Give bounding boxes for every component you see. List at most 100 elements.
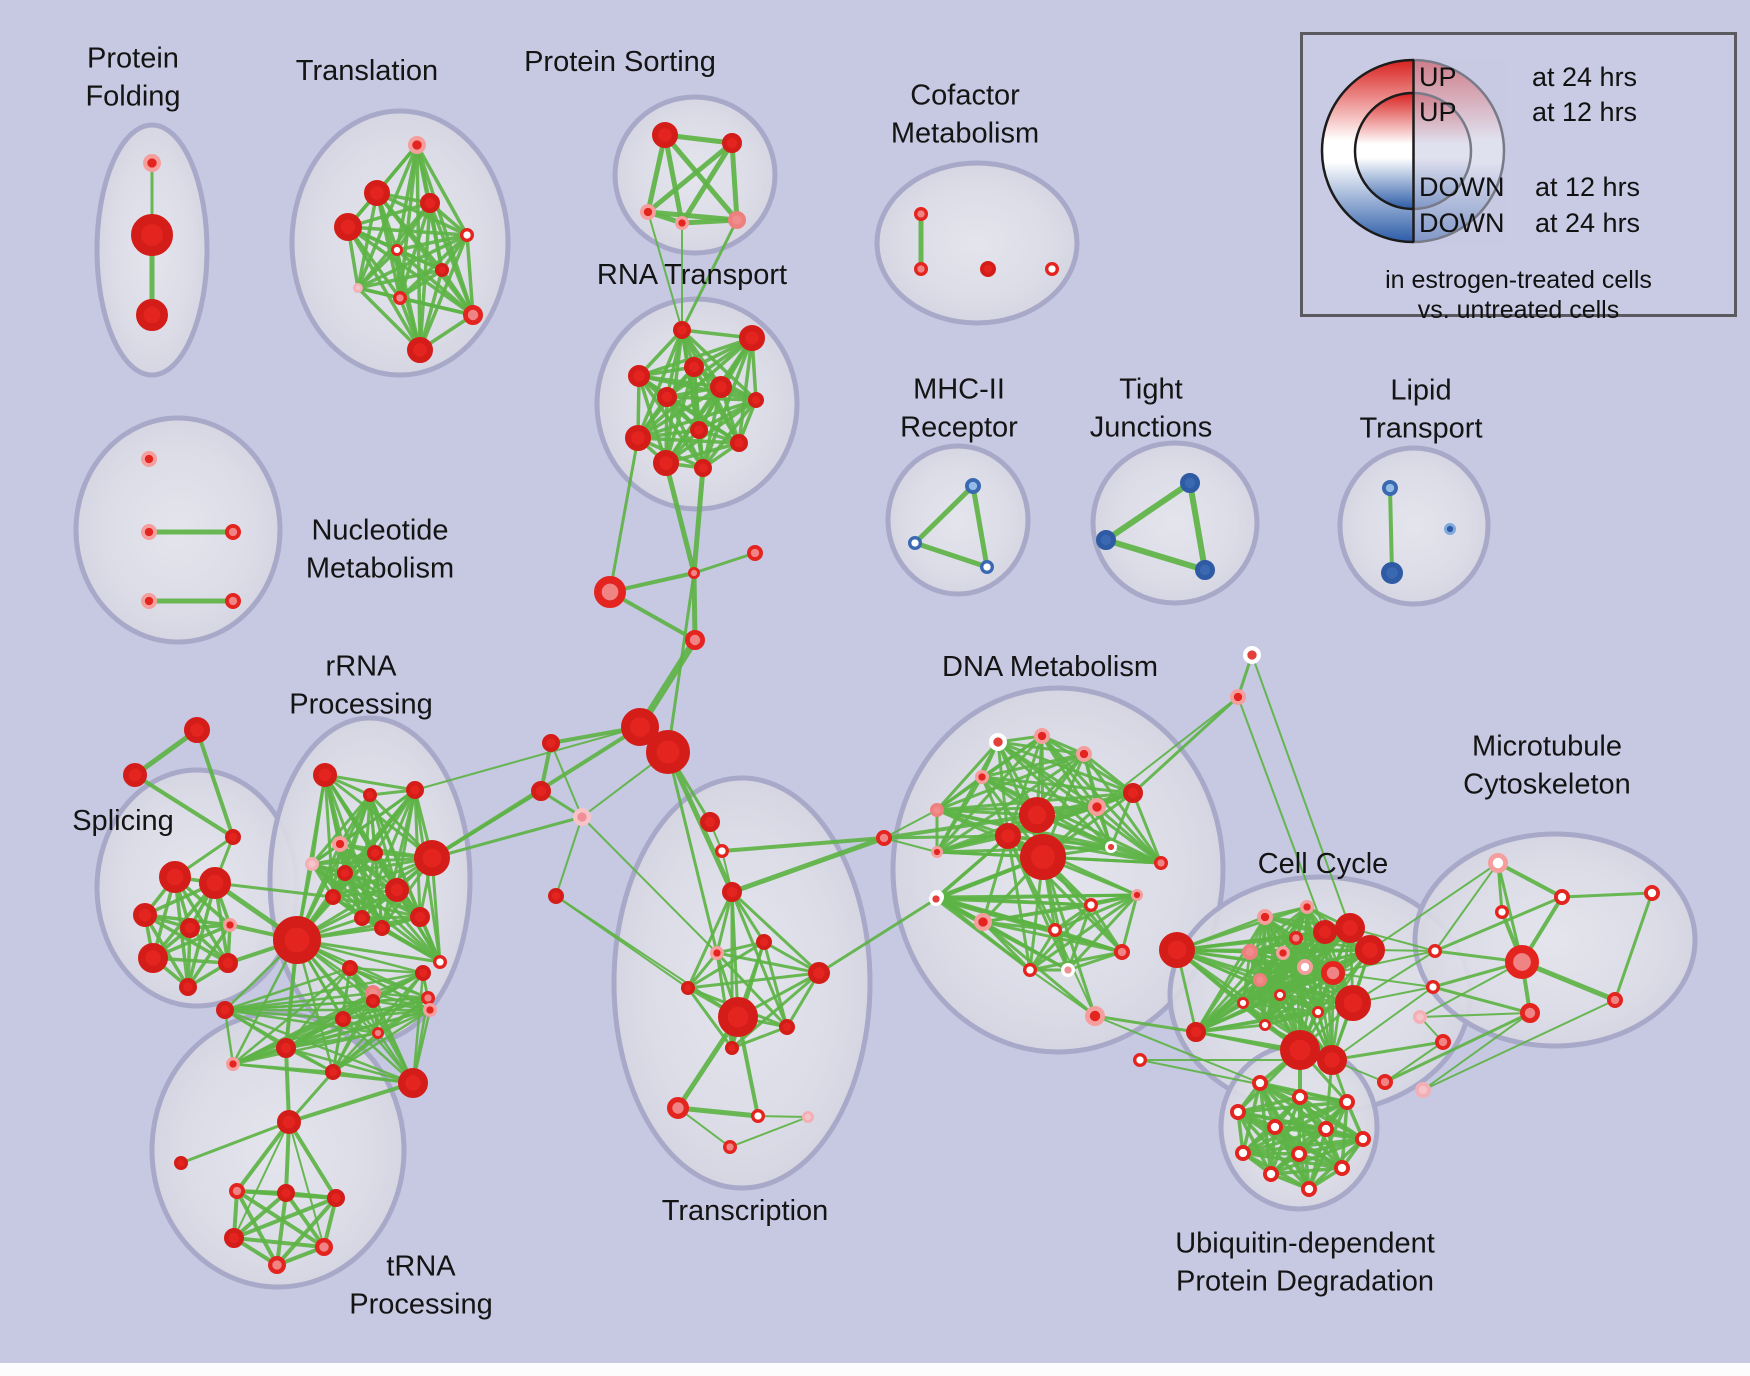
gene-node-x9 bbox=[750, 1109, 765, 1124]
edge-t6-t10 bbox=[395, 248, 475, 317]
gene-node-d8 bbox=[1019, 797, 1056, 834]
edge-x11-x10 bbox=[729, 1116, 809, 1148]
edge-w1-w5 bbox=[287, 1120, 338, 1200]
gene-node-r19 bbox=[420, 990, 435, 1005]
gene-node-t11 bbox=[406, 336, 433, 363]
edge-w1-w7 bbox=[288, 1121, 325, 1248]
gene-node-c13 bbox=[1334, 985, 1371, 1022]
edge-e1-c4 bbox=[1251, 654, 1351, 929]
edge-c2-c17 bbox=[1194, 905, 1309, 1034]
edge-u0-d9 bbox=[1041, 855, 1097, 1018]
gene-node-c17 bbox=[1186, 1022, 1207, 1043]
edge-cc20-m4 bbox=[1419, 961, 1523, 1018]
edge-u0-u1 bbox=[1094, 1015, 1261, 1084]
edge-r1-r10 bbox=[323, 773, 335, 899]
edge-w5-w8 bbox=[275, 1196, 338, 1267]
gene-node-c6 bbox=[1242, 943, 1259, 960]
edge-x1-x2 bbox=[715, 940, 766, 955]
gene-node-m4 bbox=[1504, 945, 1539, 980]
edge-q5-q7 bbox=[341, 1008, 432, 1021]
edge-r2-r5 bbox=[310, 793, 372, 866]
gene-node-t5 bbox=[459, 227, 474, 242]
gene-node-c9 bbox=[1321, 961, 1346, 986]
legend-time-label: at 12 hrs bbox=[1535, 172, 1641, 202]
gene-node-r10 bbox=[325, 888, 342, 905]
gene-node-u5 bbox=[1267, 1119, 1284, 1136]
edge-x6-x7 bbox=[730, 1025, 789, 1050]
cluster-label-protein-folding: Protein Folding bbox=[85, 42, 181, 112]
gene-node-v4 bbox=[684, 356, 705, 377]
edge-r2-r11 bbox=[360, 793, 372, 920]
cluster-label-microtubule-cytoskeleton: Microtubule Cytoskeleton bbox=[1463, 730, 1631, 800]
gene-node-nm1 bbox=[140, 451, 157, 468]
gene-node-r16 bbox=[415, 964, 432, 981]
edge-c0-c2 bbox=[1175, 905, 1309, 952]
edge-t9-t10 bbox=[398, 296, 475, 317]
gene-node-t6 bbox=[391, 244, 404, 257]
gene-node-u1 bbox=[1252, 1075, 1269, 1092]
edge-d16-d20 bbox=[981, 920, 1124, 954]
gene-node-t8 bbox=[353, 283, 363, 293]
gene-node-d5 bbox=[929, 802, 944, 817]
edge-t5-t10 bbox=[465, 233, 475, 317]
gene-node-r14 bbox=[273, 916, 322, 965]
edge-v1-v8 bbox=[636, 328, 684, 440]
gene-node-q7 bbox=[422, 1002, 437, 1017]
legend-dir-label: UP bbox=[1419, 62, 1457, 92]
gene-node-v5 bbox=[710, 376, 733, 399]
edge-d20-d23 bbox=[934, 897, 1124, 954]
edge-w4-w8 bbox=[275, 1191, 288, 1267]
gene-node-m8 bbox=[1520, 1003, 1541, 1024]
gene-node-L3 bbox=[572, 807, 591, 826]
edge-s2-s7 bbox=[186, 881, 217, 989]
edge-d18-d19 bbox=[1089, 893, 1139, 907]
gene-node-q4 bbox=[398, 1067, 429, 1098]
edge-r17-r20 bbox=[223, 966, 352, 1012]
edge-cc18-m2 bbox=[1433, 895, 1564, 953]
gene-node-d10 bbox=[994, 822, 1021, 849]
edge-v3-v12 bbox=[637, 374, 705, 470]
gene-node-n2 bbox=[714, 843, 729, 858]
gene-node-cf1 bbox=[913, 206, 928, 221]
cluster-label-rna-transport: RNA Transport bbox=[596, 259, 788, 292]
edge-d11-d12 bbox=[1109, 845, 1163, 865]
edge-q4-w1 bbox=[287, 1081, 415, 1124]
edge-t1-t5 bbox=[415, 143, 469, 237]
gene-node-v7 bbox=[747, 392, 764, 409]
edge-x0-d13 bbox=[729, 835, 887, 895]
edge-t4-t10 bbox=[346, 225, 475, 317]
edge-x1-x3 bbox=[686, 951, 719, 990]
edge-h2-x1 bbox=[666, 750, 719, 955]
gene-node-lt3 bbox=[1443, 523, 1456, 536]
gene-node-c4 bbox=[1334, 912, 1365, 943]
gene-node-r20 bbox=[216, 1000, 235, 1019]
edge-d10-d23 bbox=[934, 834, 1010, 901]
edge-q6-q7 bbox=[371, 999, 432, 1012]
gene-node-s8 bbox=[217, 953, 238, 974]
gene-node-q8 bbox=[372, 1026, 385, 1039]
cluster-ellipse-lipid-transport bbox=[1337, 445, 1491, 607]
legend-time-label: at 24 hrs bbox=[1532, 62, 1638, 92]
edge-cc19-m8 bbox=[1431, 985, 1532, 1015]
gene-node-d6 bbox=[1123, 783, 1144, 804]
edge-x1-x6 bbox=[715, 951, 789, 1029]
edge-t4-t5 bbox=[346, 225, 469, 237]
edge-cc18-m1 bbox=[1434, 862, 1499, 952]
gene-node-mu2 bbox=[1415, 1082, 1432, 1099]
edge-q2-q7 bbox=[231, 1008, 432, 1066]
gene-node-r2 bbox=[362, 787, 377, 802]
gene-node-nm4 bbox=[140, 592, 157, 609]
gene-node-r12 bbox=[374, 919, 391, 936]
gene-node-x3 bbox=[680, 980, 695, 995]
gene-node-ps2 bbox=[722, 132, 743, 153]
cluster-label-translation: Translation bbox=[295, 55, 439, 88]
edge-v2-v10 bbox=[737, 336, 754, 445]
gene-node-q3 bbox=[325, 1064, 342, 1081]
gene-node-x7 bbox=[724, 1041, 739, 1056]
legend-time-label: at 24 hrs bbox=[1535, 208, 1641, 238]
gene-node-m1 bbox=[1488, 853, 1509, 874]
gene-node-u9 bbox=[1291, 1146, 1308, 1163]
gene-node-s5 bbox=[222, 917, 237, 932]
gene-node-v13 bbox=[688, 567, 701, 580]
